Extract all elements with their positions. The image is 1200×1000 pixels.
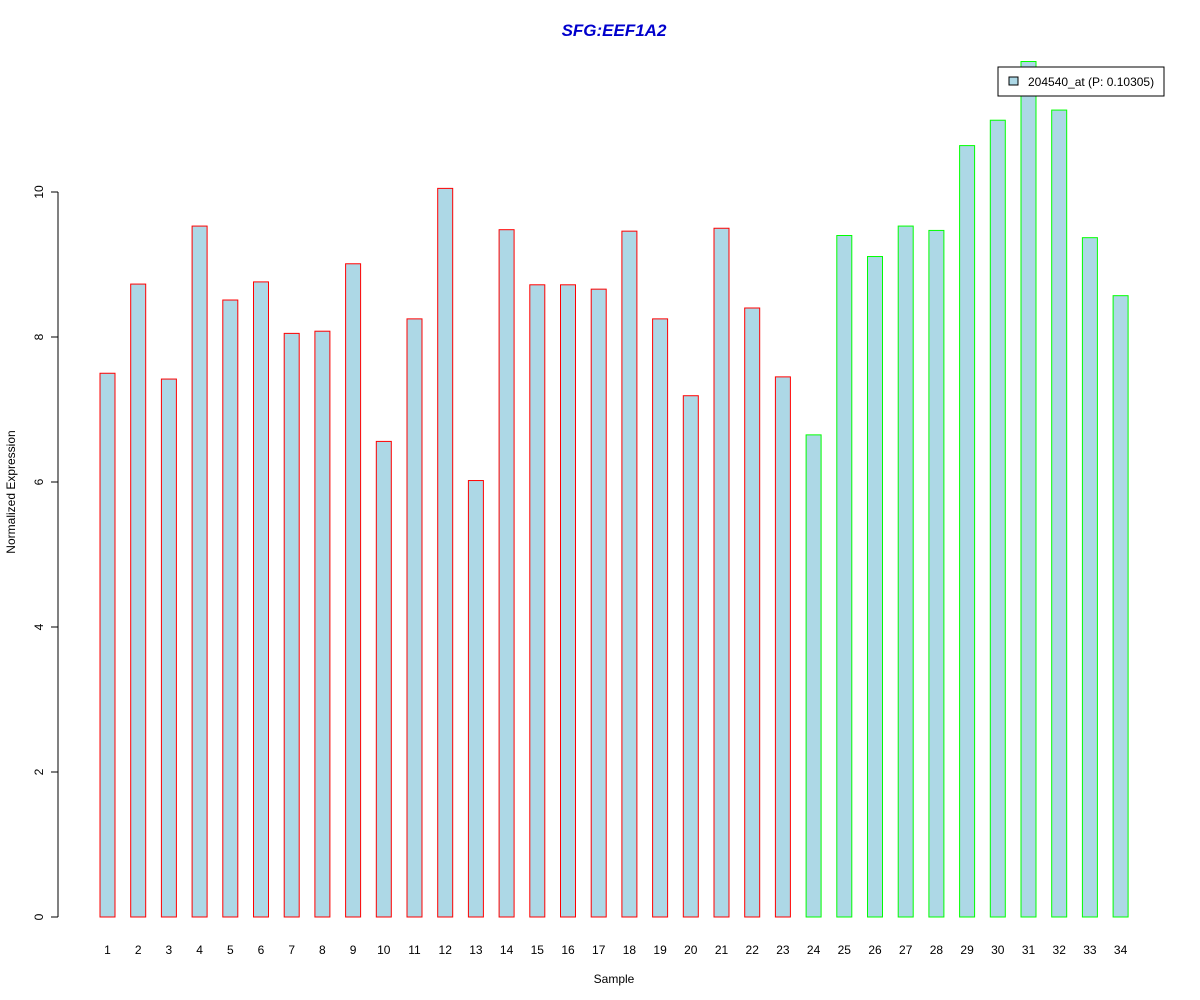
bar-sample-29 [959, 145, 976, 918]
x-tick-label: 19 [653, 943, 667, 957]
bar-sample-4 [191, 225, 208, 918]
x-tick-label: 9 [350, 943, 357, 957]
bar-sample-11 [406, 318, 423, 918]
bar-sample-19 [652, 318, 669, 918]
y-tick-label: 0 [32, 913, 46, 920]
x-tick-label: 26 [868, 943, 882, 957]
bar-sample-32 [1051, 109, 1068, 918]
bar-sample-16 [560, 284, 576, 918]
bar-sample-15 [529, 284, 546, 918]
bar-sample-24 [805, 434, 822, 918]
x-tick-label: 2 [135, 943, 142, 957]
bar-sample-20 [682, 395, 699, 918]
x-tick-label: 33 [1083, 943, 1097, 957]
y-axis: 0 2 4 6 8 10 [32, 185, 59, 920]
bar-sample-18 [621, 230, 638, 918]
legend-box [997, 66, 1165, 97]
x-tick-label: 20 [684, 943, 698, 957]
x-tick-label: 28 [930, 943, 944, 957]
x-tick-labels: 1 2 3 4 5 6 7 8 9 10 11 12 13 14 15 16 17 18 19 20 21 22 23 24 2… [104, 943, 1127, 957]
x-tick-label: 8 [319, 943, 326, 957]
x-tick-label: 13 [469, 943, 483, 957]
x-tick-label: 11 [408, 943, 421, 957]
bar-sample-5 [222, 299, 239, 918]
bars-group [99, 61, 1129, 918]
bar-sample-1 [99, 372, 116, 918]
x-tick-label: 25 [838, 943, 852, 957]
x-tick-label: 23 [776, 943, 790, 957]
x-tick-label: 4 [196, 943, 203, 957]
legend: 204540_at (P: 0.10305) [997, 66, 1165, 97]
bar-sample-22 [744, 307, 761, 918]
bar-sample-28 [928, 229, 945, 918]
bar-sample-25 [836, 235, 853, 918]
y-tick-label: 4 [32, 623, 46, 630]
bar-sample-7 [283, 332, 300, 918]
x-tick-label: 32 [1053, 943, 1067, 957]
x-tick-label: 27 [899, 943, 913, 957]
y-axis-label: Normalized Expression [4, 430, 18, 553]
y-tick-label: 10 [32, 185, 46, 199]
y-tick-label: 6 [32, 478, 46, 485]
bar-sample-33 [1081, 237, 1098, 918]
bar-sample-10 [375, 440, 392, 918]
bar-sample-2 [130, 283, 147, 918]
bar-sample-30 [989, 119, 1006, 918]
y-tick-label: 2 [32, 768, 46, 775]
x-tick-label: 14 [500, 943, 514, 957]
bar-sample-34 [1112, 295, 1129, 918]
bar-sample-26 [867, 256, 883, 918]
x-tick-label: 3 [166, 943, 173, 957]
bar-sample-8 [314, 330, 331, 918]
bar-sample-21 [713, 227, 730, 918]
x-tick-label: 12 [439, 943, 453, 957]
x-axis-label: Sample [594, 972, 635, 986]
x-tick-label: 29 [960, 943, 974, 957]
x-tick-label: 17 [592, 943, 606, 957]
x-tick-label: 10 [377, 943, 391, 957]
x-tick-label: 1 [104, 943, 111, 957]
legend-label: 204540_at (P: 0.10305) [1028, 75, 1154, 89]
x-tick-label: 21 [715, 943, 729, 957]
x-tick-label: 34 [1114, 943, 1128, 957]
x-tick-label: 16 [561, 943, 575, 957]
bar-sample-17 [590, 288, 607, 918]
x-tick-label: 31 [1022, 943, 1036, 957]
bar-sample-14 [498, 229, 515, 918]
chart-title: SFG:EEF1A2 [562, 21, 667, 40]
bar-sample-3 [160, 378, 177, 918]
bar-sample-12 [437, 187, 454, 918]
bar-sample-6 [253, 281, 269, 918]
x-tick-label: 22 [746, 943, 760, 957]
bar-sample-27 [897, 225, 914, 918]
x-tick-label: 30 [991, 943, 1005, 957]
bar-sample-9 [345, 263, 362, 918]
x-tick-label: 18 [623, 943, 637, 957]
x-tick-label: 6 [258, 943, 265, 957]
x-tick-label: 15 [531, 943, 545, 957]
x-tick-label: 24 [807, 943, 821, 957]
legend-swatch [1008, 76, 1019, 86]
bar-sample-13 [467, 480, 484, 918]
x-tick-label: 7 [288, 943, 295, 957]
y-tick-label: 8 [32, 333, 46, 340]
x-tick-label: 5 [227, 943, 234, 957]
bar-sample-31 [1020, 61, 1037, 918]
bar-sample-23 [774, 376, 791, 918]
